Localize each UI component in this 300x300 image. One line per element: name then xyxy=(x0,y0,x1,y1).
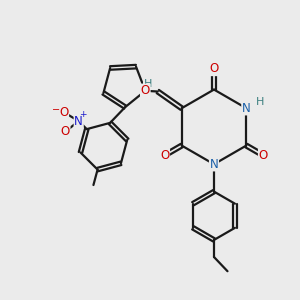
Text: N: N xyxy=(210,158,218,171)
Text: O: O xyxy=(59,106,68,119)
Text: O: O xyxy=(141,84,150,97)
Text: −: − xyxy=(52,105,60,115)
Text: H: H xyxy=(144,79,152,89)
Text: O: O xyxy=(209,62,219,75)
Text: N: N xyxy=(242,102,251,115)
Text: H: H xyxy=(256,97,264,107)
Text: O: O xyxy=(160,149,170,162)
Text: N: N xyxy=(74,115,83,128)
Text: +: + xyxy=(80,110,87,119)
Text: O: O xyxy=(259,149,268,162)
Text: O: O xyxy=(61,125,70,138)
